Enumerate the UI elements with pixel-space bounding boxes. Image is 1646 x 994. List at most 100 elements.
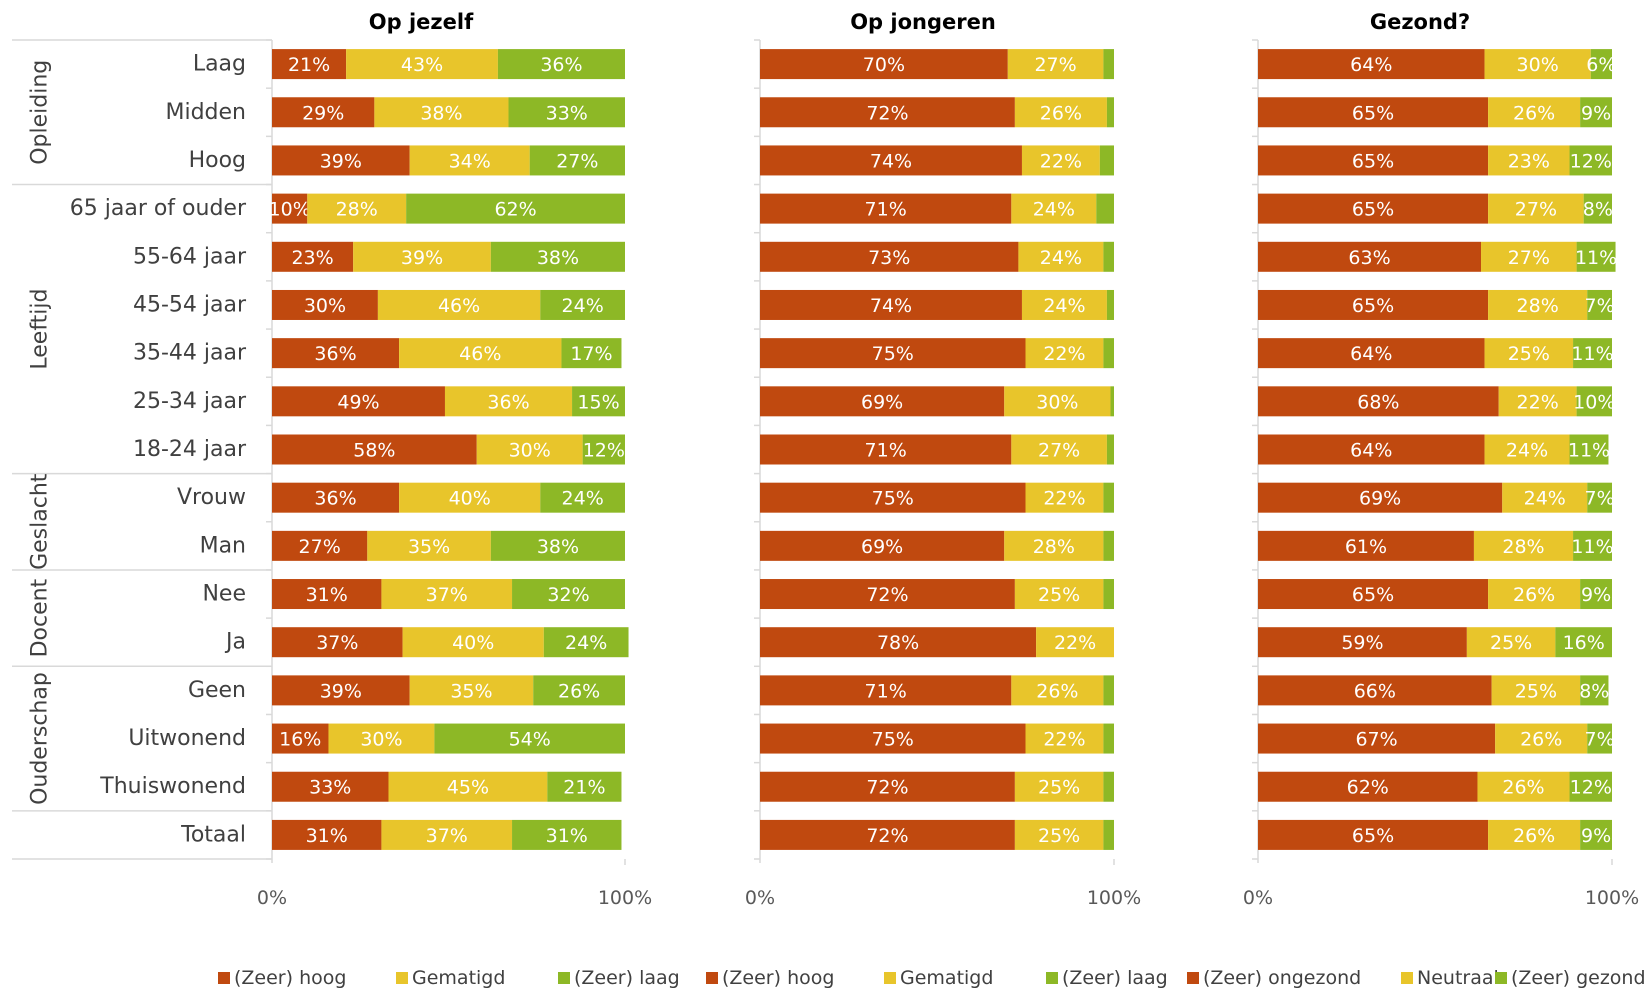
bar-op-jongeren-hoog-zeer-laag	[1099, 145, 1114, 176]
bar-gezond-uitwonend-zeer-ongezond	[1258, 723, 1496, 754]
legend-label-op-jongeren-zeer-laag: (Zeer) laag	[1062, 967, 1168, 989]
data-label-op-jongeren-nee-gematigd: 25%	[1038, 584, 1080, 606]
bar-op-jongeren-geen-gematigd	[1011, 675, 1104, 706]
data-label-op-jongeren-laag-gematigd: 27%	[1034, 54, 1076, 76]
bar-op-jongeren-uitwonend-gematigd	[1025, 723, 1104, 754]
bar-gezond-nee-zeer-gezond	[1580, 579, 1612, 610]
data-label-op-jezelf-ja-zeer-hoog: 37%	[316, 632, 358, 654]
bar-op-jezelf-ja-zeer-laag	[543, 627, 629, 658]
data-label-op-jongeren-thuiswonend-zeer-hoog: 72%	[866, 777, 908, 799]
bar-op-jongeren-65-jaar-of-ouder-gematigd	[1011, 193, 1097, 224]
data-label-op-jezelf-geen-zeer-laag: 26%	[558, 680, 600, 702]
data-label-op-jongeren-18-24-jaar-gematigd: 27%	[1038, 440, 1080, 462]
data-label-op-jongeren-uitwonend-zeer-hoog: 75%	[872, 729, 914, 751]
bar-op-jongeren-man-gematigd	[1004, 530, 1104, 561]
data-label-gezond-midden-zeer-gezond: 9%	[1581, 102, 1611, 124]
legend-label-gezond-zeer-ongezond: (Zeer) ongezond	[1203, 967, 1361, 989]
bar-op-jongeren-55-64-jaar-zeer-laag	[1103, 241, 1114, 272]
x-tick-label-op-jongeren-min: 0%	[745, 887, 775, 909]
bar-gezond-25-34-jaar-zeer-gezond	[1576, 386, 1612, 417]
data-label-op-jongeren-18-24-jaar-zeer-hoog: 71%	[865, 440, 907, 462]
data-label-op-jongeren-geen-gematigd: 26%	[1036, 680, 1078, 702]
bar-op-jongeren-nee-gematigd	[1014, 579, 1104, 610]
bar-gezond-35-44-jaar-neutraal	[1484, 338, 1574, 369]
data-label-gezond-thuiswonend-zeer-ongezond: 62%	[1347, 777, 1389, 799]
category-label-25-34-jaar: 25-34 jaar	[133, 389, 247, 414]
bar-gezond-man-neutraal	[1473, 530, 1574, 561]
bar-op-jongeren-uitwonend-zeer-laag	[1103, 723, 1114, 754]
data-label-gezond-18-24-jaar-zeer-gezond: 11%	[1568, 440, 1610, 462]
legend-swatch-op-jongeren-zeer-laag	[1046, 972, 1058, 984]
bar-gezond-55-64-jaar-zeer-gezond	[1576, 241, 1616, 272]
data-label-gezond-geen-zeer-gezond: 8%	[1579, 680, 1609, 702]
data-label-op-jezelf-55-64-jaar-zeer-hoog: 23%	[291, 247, 333, 269]
bar-gezond-midden-zeer-ongezond	[1258, 97, 1489, 128]
data-label-gezond-55-64-jaar-zeer-gezond: 11%	[1575, 247, 1617, 269]
bar-gezond-45-54-jaar-zeer-gezond	[1587, 289, 1612, 320]
data-label-gezond-vrouw-neutraal: 24%	[1524, 488, 1566, 510]
bar-op-jongeren-vrouw-gematigd	[1025, 482, 1104, 513]
bar-op-jezelf-totaal-zeer-hoog	[272, 819, 382, 850]
bar-op-jongeren-geen-zeer-hoog	[760, 675, 1012, 706]
data-label-op-jongeren-laag-zeer-hoog: 70%	[863, 54, 905, 76]
bar-op-jongeren-thuiswonend-zeer-laag	[1103, 771, 1114, 802]
bar-op-jongeren-18-24-jaar-zeer-hoog	[760, 434, 1012, 465]
bar-op-jezelf-25-34-jaar-zeer-laag	[572, 386, 625, 417]
bar-gezond-geen-neutraal	[1491, 675, 1581, 706]
data-label-gezond-18-24-jaar-zeer-ongezond: 64%	[1350, 440, 1392, 462]
bar-gezond-vrouw-neutraal	[1502, 482, 1588, 513]
x-tick-label-gezond-min: 0%	[1243, 887, 1273, 909]
bar-op-jongeren-35-44-jaar-zeer-laag	[1103, 338, 1114, 369]
bar-op-jezelf-65-jaar-of-ouder-zeer-hoog	[272, 193, 308, 224]
data-label-gezond-thuiswonend-zeer-gezond: 12%	[1570, 777, 1612, 799]
data-label-gezond-65-jaar-of-ouder-zeer-ongezond: 65%	[1352, 199, 1394, 221]
category-label-nee: Nee	[202, 582, 246, 607]
bar-gezond-55-64-jaar-zeer-ongezond	[1258, 241, 1482, 272]
data-label-gezond-totaal-neutraal: 26%	[1513, 825, 1555, 847]
bar-op-jongeren-45-54-jaar-zeer-laag	[1106, 289, 1114, 320]
data-label-op-jezelf-uitwonend-zeer-laag: 54%	[509, 729, 551, 751]
bar-gezond-nee-zeer-ongezond	[1258, 579, 1489, 610]
bar-gezond-45-54-jaar-neutraal	[1488, 289, 1588, 320]
bar-gezond-35-44-jaar-zeer-gezond	[1573, 338, 1612, 369]
bar-gezond-65-jaar-of-ouder-neutraal	[1488, 193, 1584, 224]
bar-op-jongeren-totaal-gematigd	[1014, 819, 1104, 850]
data-label-gezond-vrouw-zeer-ongezond: 69%	[1359, 488, 1401, 510]
data-label-op-jezelf-45-54-jaar-zeer-hoog: 30%	[304, 295, 346, 317]
data-label-op-jezelf-totaal-zeer-laag: 31%	[546, 825, 588, 847]
bar-gezond-ja-neutraal	[1466, 627, 1556, 658]
bar-op-jezelf-18-24-jaar-gematigd	[476, 434, 583, 465]
data-label-op-jongeren-thuiswonend-gematigd: 25%	[1038, 777, 1080, 799]
legend-swatch-op-jezelf-zeer-hoog	[218, 972, 230, 984]
data-label-op-jongeren-65-jaar-of-ouder-gematigd: 24%	[1033, 199, 1075, 221]
bar-gezond-laag-neutraal	[1484, 49, 1591, 80]
data-label-gezond-25-34-jaar-neutraal: 22%	[1517, 391, 1559, 413]
bar-op-jezelf-nee-zeer-hoog	[272, 579, 382, 610]
data-label-op-jezelf-65-jaar-of-ouder-zeer-hoog: 10%	[269, 199, 311, 221]
bar-gezond-totaal-zeer-gezond	[1580, 819, 1612, 850]
bar-op-jezelf-thuiswonend-gematigd	[388, 771, 548, 802]
legend-label-gezond-neutraal: Neutraal	[1417, 967, 1499, 989]
data-label-op-jongeren-hoog-gematigd: 22%	[1040, 150, 1082, 172]
bar-op-jezelf-vrouw-zeer-laag	[540, 482, 625, 513]
bar-gezond-uitwonend-neutraal	[1495, 723, 1588, 754]
bar-op-jongeren-45-54-jaar-zeer-hoog	[760, 289, 1022, 320]
bar-gezond-thuiswonend-zeer-ongezond	[1258, 771, 1478, 802]
bar-op-jongeren-25-34-jaar-gematigd	[1004, 386, 1111, 417]
bar-gezond-25-34-jaar-neutraal	[1498, 386, 1577, 417]
bar-op-jongeren-hoog-zeer-hoog	[760, 145, 1022, 176]
data-label-gezond-35-44-jaar-neutraal: 25%	[1508, 343, 1550, 365]
bar-op-jezelf-totaal-gematigd	[381, 819, 513, 850]
bar-op-jezelf-35-44-jaar-gematigd	[399, 338, 562, 369]
data-label-gezond-laag-zeer-ongezond: 64%	[1350, 54, 1392, 76]
bar-op-jezelf-vrouw-gematigd	[399, 482, 541, 513]
bar-op-jezelf-hoog-gematigd	[409, 145, 530, 176]
data-label-gezond-man-zeer-gezond: 11%	[1571, 536, 1613, 558]
bar-op-jongeren-geen-zeer-laag	[1103, 675, 1114, 706]
data-label-op-jongeren-nee-zeer-hoog: 72%	[866, 584, 908, 606]
data-label-gezond-25-34-jaar-zeer-ongezond: 68%	[1357, 391, 1399, 413]
bar-gezond-geen-zeer-gezond	[1580, 675, 1609, 706]
legend-swatch-op-jezelf-gematigd	[396, 972, 408, 984]
bar-op-jezelf-45-54-jaar-zeer-hoog	[272, 289, 378, 320]
data-label-op-jezelf-35-44-jaar-zeer-hoog: 36%	[314, 343, 356, 365]
